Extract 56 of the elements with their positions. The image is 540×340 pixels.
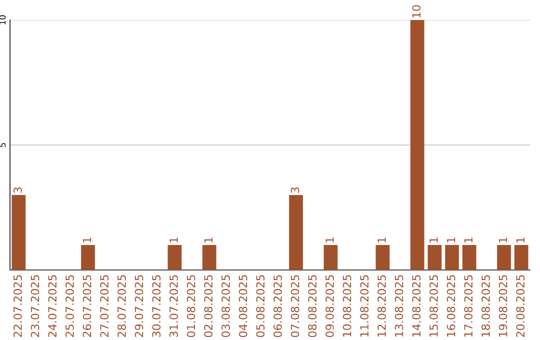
bar — [324, 245, 338, 270]
x-tick-label: 20.08.2025 — [516, 275, 525, 337]
bar — [376, 245, 390, 270]
x-tick-label: 08.08.2025 — [308, 275, 317, 338]
x-tick-label: 19.08.2025 — [498, 275, 508, 337]
bar — [445, 245, 459, 270]
data-label: 1 — [498, 238, 508, 242]
x-tick-label: 25.07.2025 — [65, 275, 74, 337]
data-label: 1 — [430, 238, 438, 242]
bar — [410, 20, 424, 270]
x-tick-label: 26.07.2025 — [82, 275, 92, 337]
bar — [514, 245, 528, 270]
data-label: 3 — [13, 187, 22, 193]
x-tick-label: 29.07.2025 — [134, 275, 144, 337]
data-label: 3 — [290, 187, 300, 193]
data-label: 1 — [378, 238, 386, 242]
x-tick-label: 01.08.2025 — [186, 275, 196, 338]
bar — [202, 245, 216, 270]
x-tick-label: 02.08.2025 — [204, 275, 213, 338]
x-tick-label: 31.07.2025 — [169, 275, 178, 337]
x-tick-label: 05.08.2025 — [256, 275, 265, 338]
x-tick-label: 30.07.2025 — [152, 275, 161, 337]
x-tick-label: 18.08.2025 — [481, 275, 490, 337]
x-tick-label: 24.07.2025 — [48, 275, 57, 337]
bar — [462, 245, 476, 270]
x-tick-label: 22.07.2025 — [13, 275, 22, 337]
bar — [428, 245, 442, 270]
x-tick-label: 03.08.2025 — [221, 275, 230, 338]
x-tick-label: 12.08.2025 — [377, 275, 386, 337]
x-tick-label: 06.08.2025 — [273, 275, 282, 338]
x-tick-label: 28.07.2025 — [117, 275, 126, 337]
x-tick-label: 16.08.2025 — [446, 275, 456, 337]
x-tick-label: 14.08.2025 — [412, 275, 421, 337]
x-tick-label: 15.08.2025 — [429, 275, 438, 337]
data-label: 1 — [464, 238, 472, 242]
bar — [81, 245, 95, 270]
data-label: 10 — [412, 5, 421, 18]
x-tick-label: 13.08.2025 — [394, 275, 404, 337]
data-label: 1 — [170, 238, 178, 242]
data-label: 1 — [446, 238, 456, 242]
bar — [168, 245, 182, 270]
data-label: 1 — [326, 238, 334, 242]
x-tick-label: 27.07.2025 — [100, 275, 109, 337]
x-tick-label: 17.08.2025 — [464, 275, 473, 337]
data-label: 1 — [516, 238, 524, 242]
x-tick-label: 07.08.2025 — [290, 275, 300, 338]
data-label: 1 — [204, 238, 212, 242]
x-tick-label: 23.07.2025 — [30, 275, 40, 337]
data-label: 1 — [82, 238, 92, 242]
x-tick-label: 04.08.2025 — [238, 275, 248, 338]
x-tick-label: 10.08.2025 — [342, 275, 352, 337]
bar — [289, 195, 303, 270]
x-tick-label: 11.08.2025 — [360, 275, 369, 337]
bar — [497, 245, 511, 270]
bar — [12, 195, 26, 270]
x-tick-label: 09.08.2025 — [325, 275, 334, 338]
